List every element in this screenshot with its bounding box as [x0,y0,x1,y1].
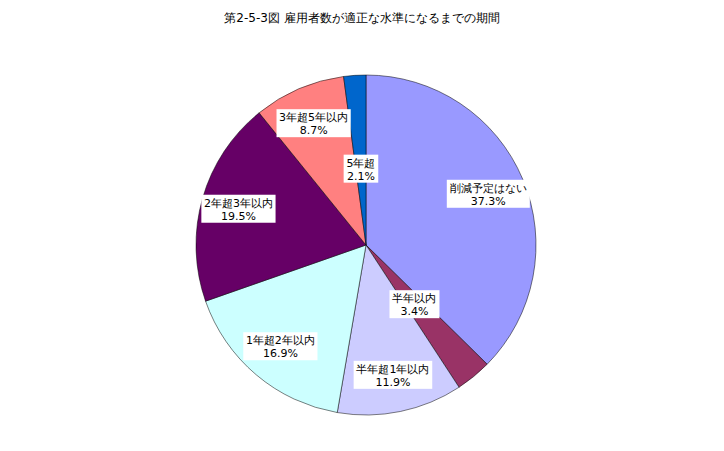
svg-text:2年超3年以内: 2年超3年以内 [204,197,273,210]
svg-text:16.9%: 16.9% [263,347,298,360]
svg-text:半年超1年以内: 半年超1年以内 [356,363,429,376]
svg-text:2.1%: 2.1% [347,170,375,183]
svg-text:19.5%: 19.5% [221,210,256,223]
svg-text:半年以内: 半年以内 [392,292,436,305]
html-text:第2-5-3図 雇用者数が適正な水準になるまでの期間: 第2-5-3図 雇用者数が適正な水準になるまでの期間 [224,11,500,25]
svg-text:8.7%: 8.7% [300,124,328,137]
svg-text:3.4%: 3.4% [400,305,428,318]
svg-text:11.9%: 11.9% [375,376,410,389]
svg-text:1年超2年以内: 1年超2年以内 [246,334,315,347]
svg-text:5年超: 5年超 [346,157,375,170]
svg-text:37.3%: 37.3% [471,195,506,208]
svg-text:削減予定はない: 削減予定はない [450,182,527,195]
svg-text:3年超5年以内: 3年超5年以内 [279,111,348,124]
